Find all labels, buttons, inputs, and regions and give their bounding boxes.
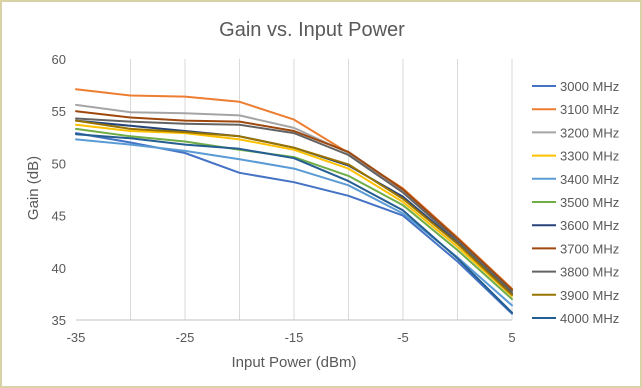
legend-label: 3900 MHz	[560, 288, 619, 303]
legend-label: 3200 MHz	[560, 125, 619, 140]
axes-layer: -35 -25 -15 -5 5 35 40 45 50 55 60	[52, 52, 516, 345]
x-tick-label: -15	[285, 330, 304, 345]
chart-title: Gain vs. Input Power	[219, 19, 405, 41]
y-tick-label: 40	[52, 261, 66, 276]
legend-label: 3300 MHz	[560, 149, 619, 164]
x-tick-label: -25	[176, 330, 195, 345]
y-tick-label: 50	[52, 156, 66, 171]
legend-label: 3000 MHz	[560, 79, 619, 94]
y-tick-label: 35	[52, 313, 66, 328]
legend-label: 3100 MHz	[560, 102, 619, 117]
y-tick-label: 55	[52, 104, 66, 119]
x-axis-title: Input Power (dBm)	[231, 354, 356, 371]
legend-label: 3400 MHz	[560, 172, 619, 187]
legend-label: 3500 MHz	[560, 195, 619, 210]
y-axis-title: Gain (dB)	[25, 156, 42, 220]
legend-label: 3600 MHz	[560, 218, 619, 233]
legend-label: 3700 MHz	[560, 241, 619, 256]
y-tick-label: 60	[52, 52, 66, 67]
x-tick-label: -35	[67, 330, 86, 345]
legend-label: 4000 MHz	[560, 311, 619, 326]
x-tick-label: 5	[508, 330, 515, 345]
x-tick-label: -5	[397, 330, 409, 345]
legend-label: 3800 MHz	[560, 265, 619, 280]
legend: 3000 MHz 3100 MHz 3200 MHz 3300 MHz 3400 MHz…	[532, 79, 619, 326]
y-tick-label: 45	[52, 209, 66, 224]
